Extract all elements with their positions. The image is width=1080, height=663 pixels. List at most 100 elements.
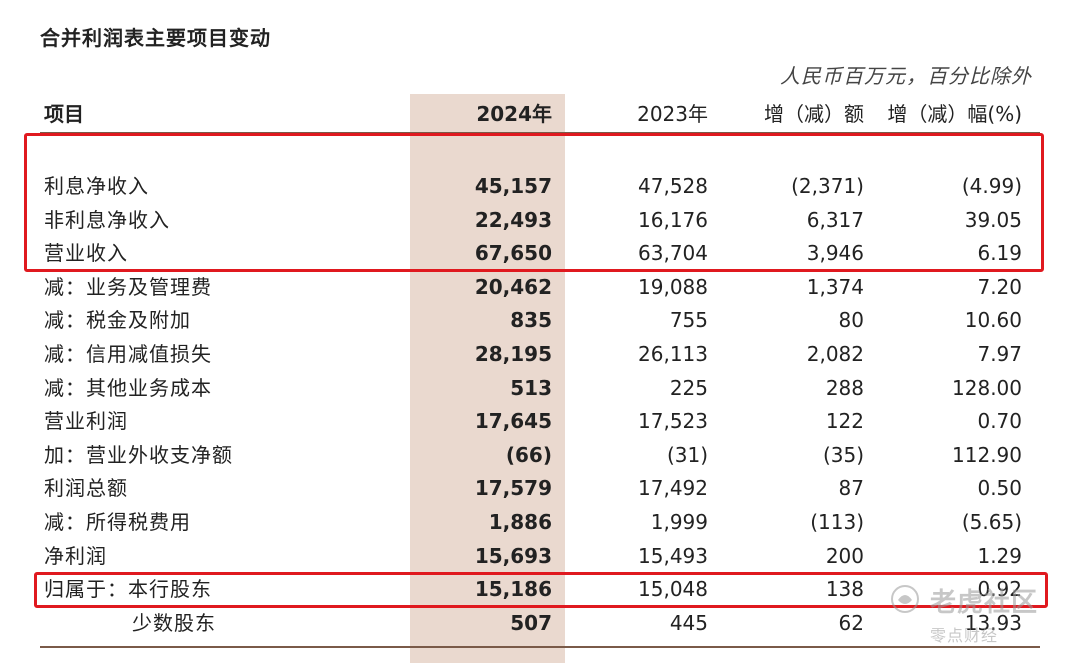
row-label: 减：其他业务成本 bbox=[44, 375, 212, 400]
header-item: 项目 bbox=[44, 102, 84, 126]
cell-2023: 26,113 bbox=[638, 341, 708, 366]
cell-2024: 45,157 bbox=[474, 174, 552, 198]
row-label: 净利润 bbox=[44, 543, 107, 568]
cell-2023: (31) bbox=[666, 442, 708, 467]
row-label: 加：营业外收支净额 bbox=[44, 442, 233, 467]
cell-pct: 128.00 bbox=[952, 375, 1022, 400]
watermark-text: 老虎社区 bbox=[930, 588, 1039, 618]
table-row: 减：其他业务成本 513 225 288 128.00 bbox=[0, 370, 1080, 404]
table-row: 少数股东 507 445 62 13.93 bbox=[0, 605, 1080, 639]
cell-2023: 15,493 bbox=[638, 543, 708, 568]
table-row: 利润总额 17,579 17,492 87 0.50 bbox=[0, 470, 1080, 504]
cell-2024: 15,186 bbox=[474, 577, 552, 602]
table-header: 项目 2024年 2023年 增（减）额 增（减）幅(%) bbox=[0, 96, 1080, 132]
cell-pct: (5.65) bbox=[961, 509, 1022, 534]
cell-2023: 19,088 bbox=[638, 274, 708, 299]
cell-pct: 1.29 bbox=[977, 543, 1022, 568]
table-row: 减：所得税费用 1,886 1,999 (113) (5.65) bbox=[0, 504, 1080, 538]
cell-change: 3,946 bbox=[806, 241, 864, 266]
table-bottom-rule bbox=[40, 646, 1040, 648]
row-label: 少数股东 bbox=[132, 610, 216, 635]
cell-pct: 7.97 bbox=[977, 341, 1022, 366]
table-row: 减：税金及附加 835 755 80 10.60 bbox=[0, 302, 1080, 336]
row-label: 利润总额 bbox=[44, 476, 128, 501]
cell-change: (35) bbox=[822, 442, 864, 467]
cell-2024: 15,693 bbox=[474, 543, 552, 568]
row-label: 减：业务及管理费 bbox=[44, 274, 212, 299]
watermark-subtext: 零点财经 bbox=[930, 626, 999, 645]
table-body: 利息净收入 45,157 47,528 (2,371) (4.99) 非利息净收… bbox=[0, 168, 1080, 638]
cell-2024: 22,493 bbox=[474, 207, 552, 232]
cell-pct: 0.92 bbox=[977, 577, 1022, 602]
cell-pct: 0.70 bbox=[977, 409, 1022, 434]
row-label: 营业收入 bbox=[44, 241, 128, 266]
cell-pct: 6.19 bbox=[977, 241, 1022, 266]
cell-pct: 112.90 bbox=[952, 442, 1022, 467]
cell-2023: 47,528 bbox=[638, 174, 708, 198]
cell-2023: 17,492 bbox=[638, 476, 708, 501]
cell-change: 80 bbox=[838, 308, 864, 333]
page-title: 合并利润表主要项目变动 bbox=[40, 26, 271, 50]
row-label: 减：所得税费用 bbox=[44, 509, 191, 534]
cell-change: 87 bbox=[838, 476, 864, 501]
highlight-column-2024 bbox=[410, 94, 565, 663]
annotation-box-revenue bbox=[24, 133, 1044, 272]
cell-2023: 15,048 bbox=[638, 577, 708, 602]
table-row: 利息净收入 45,157 47,528 (2,371) (4.99) bbox=[0, 168, 1080, 202]
cell-change: (113) bbox=[810, 509, 864, 534]
watermark: 老虎社区 零点财经 bbox=[890, 582, 1060, 652]
cell-2024: 835 bbox=[510, 308, 552, 333]
annotation-box-shareholders bbox=[34, 572, 1048, 608]
cell-2023: 17,523 bbox=[638, 409, 708, 434]
cell-2023: 16,176 bbox=[638, 207, 708, 232]
table-row: 减：信用减值损失 28,195 26,113 2,082 7.97 bbox=[0, 336, 1080, 370]
cell-2023: 225 bbox=[669, 375, 708, 400]
cell-pct: 39.05 bbox=[964, 207, 1022, 232]
table-row: 营业收入 67,650 63,704 3,946 6.19 bbox=[0, 235, 1080, 269]
cell-change: 2,082 bbox=[806, 341, 864, 366]
cell-change: (2,371) bbox=[791, 174, 864, 198]
row-label: 减：税金及附加 bbox=[44, 308, 191, 333]
cell-2024: (66) bbox=[505, 442, 552, 467]
cell-change: 122 bbox=[825, 409, 864, 434]
cell-2024: 20,462 bbox=[474, 274, 552, 299]
cell-change: 1,374 bbox=[806, 274, 864, 299]
row-label: 利息净收入 bbox=[44, 174, 149, 198]
table-row: 归属于：本行股东 15,186 15,048 138 0.92 bbox=[0, 571, 1080, 605]
row-label: 减：信用减值损失 bbox=[44, 341, 212, 366]
header-2023: 2023年 bbox=[637, 102, 708, 126]
table-row: 营业利润 17,645 17,523 122 0.70 bbox=[0, 403, 1080, 437]
cell-change: 200 bbox=[825, 543, 864, 568]
table-row: 净利润 15,693 15,493 200 1.29 bbox=[0, 538, 1080, 572]
cell-2023: 63,704 bbox=[638, 241, 708, 266]
header-2024: 2024年 bbox=[476, 102, 552, 126]
cell-change: 62 bbox=[838, 610, 864, 635]
table-row: 非利息净收入 22,493 16,176 6,317 39.05 bbox=[0, 202, 1080, 236]
cell-2024: 28,195 bbox=[474, 341, 552, 366]
cell-pct: 0.50 bbox=[977, 476, 1022, 501]
cell-pct: 13.93 bbox=[964, 610, 1022, 635]
cell-2024: 507 bbox=[510, 610, 552, 635]
row-label: 营业利润 bbox=[44, 409, 128, 434]
cell-2024: 513 bbox=[510, 375, 552, 400]
cell-2023: 1,999 bbox=[650, 509, 708, 534]
header-change: 增（减）额 bbox=[764, 102, 864, 126]
cell-change: 288 bbox=[825, 375, 864, 400]
cell-pct: 10.60 bbox=[964, 308, 1022, 333]
cell-2024: 67,650 bbox=[474, 241, 552, 266]
cell-2023: 755 bbox=[669, 308, 708, 333]
table-row: 加：营业外收支净额 (66) (31) (35) 112.90 bbox=[0, 437, 1080, 471]
unit-note: 人民币百万元，百分比除外 bbox=[780, 64, 1032, 88]
row-label: 归属于：本行股东 bbox=[44, 577, 212, 602]
cell-change: 138 bbox=[825, 577, 864, 602]
cell-2024: 17,645 bbox=[474, 409, 552, 434]
row-label: 非利息净收入 bbox=[44, 207, 170, 232]
cell-2024: 17,579 bbox=[474, 476, 552, 501]
header-pct: 增（减）幅(%) bbox=[887, 102, 1022, 126]
cell-2024: 1,886 bbox=[488, 509, 552, 534]
watermark-logo-icon bbox=[891, 585, 919, 613]
cell-pct: 7.20 bbox=[977, 274, 1022, 299]
table-row: 减：业务及管理费 20,462 19,088 1,374 7.20 bbox=[0, 269, 1080, 303]
cell-2023: 445 bbox=[669, 610, 708, 635]
cell-change: 6,317 bbox=[806, 207, 864, 232]
